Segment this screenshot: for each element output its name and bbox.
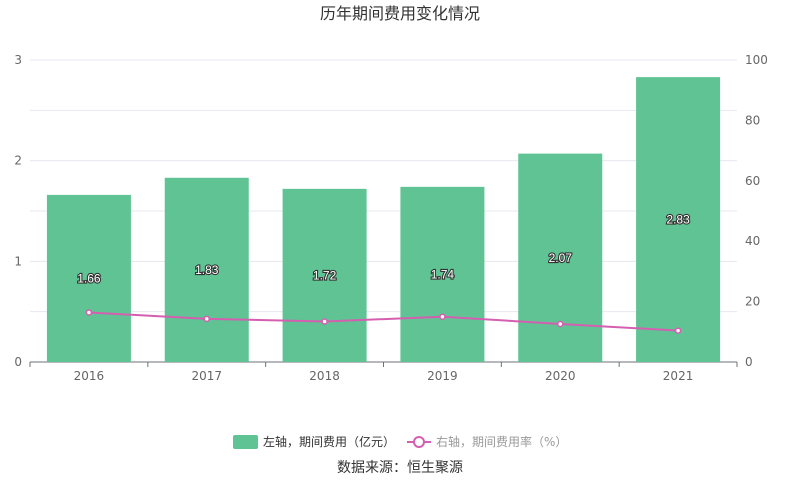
y-left-tick-label: 0 — [14, 355, 22, 369]
x-tick-label: 2016 — [74, 369, 105, 383]
legend: 左轴，期间费用（亿元） 右轴，期间费用率（%） — [233, 434, 567, 449]
legend-marker-rate — [413, 436, 425, 448]
bar — [636, 77, 721, 362]
y-right-tick-label: 100 — [745, 53, 768, 67]
x-tick-label: 2021 — [663, 369, 694, 383]
bar — [282, 188, 367, 362]
rate-point — [321, 318, 328, 325]
bar-value-label: 2.83 — [666, 213, 690, 227]
rate-point — [439, 313, 446, 320]
source-note: 数据来源：恒生聚源 — [337, 460, 463, 476]
y-left-tick-label: 3 — [14, 53, 22, 67]
axes: 0 1 2 3 0 20 40 60 80 100 2016 2017 2018 2019 2020 2021 — [14, 53, 768, 383]
rate-point — [203, 315, 210, 323]
y-right-tick-label: 40 — [745, 234, 760, 248]
bar-value-label: 1.72 — [313, 268, 337, 282]
chart-title: 历年期间费用变化情况 — [320, 4, 480, 23]
y-left-tick-label: 1 — [14, 254, 22, 268]
y-right-tick-label: 60 — [745, 174, 760, 188]
x-tick-label: 2020 — [545, 369, 576, 383]
bar-value-label: 1.74 — [431, 267, 455, 281]
rate-point — [557, 320, 564, 328]
x-tick-label: 2018 — [309, 369, 340, 383]
bar-value-label: 2.07 — [549, 251, 573, 265]
y-right-tick-label: 0 — [745, 355, 753, 369]
bar — [164, 177, 249, 362]
bar — [46, 194, 131, 362]
legend-label-rate: 右轴，期间费用率（%） — [436, 434, 567, 449]
rate-point — [674, 327, 682, 334]
line-series — [85, 309, 682, 334]
bar — [518, 153, 603, 362]
x-tick-label: 2019 — [427, 369, 458, 383]
y-left-tick-label: 2 — [14, 154, 22, 168]
grid — [30, 59, 737, 313]
bar-series — [46, 77, 721, 362]
bar-value-label: 1.66 — [77, 271, 101, 285]
legend-label-expense: 左轴，期间费用（亿元） — [263, 434, 395, 449]
bar — [400, 186, 485, 362]
x-tick-label: 2017 — [191, 369, 222, 383]
rate-point — [85, 309, 93, 316]
y-right-tick-label: 20 — [745, 295, 760, 309]
data-labels: 1.66 1.83 1.72 1.74 2.07 2.83 — [76, 211, 691, 286]
y-right-tick-label: 80 — [745, 113, 760, 127]
rate-line — [88, 311, 679, 332]
legend-swatch-expense — [233, 435, 258, 449]
bar-value-label: 1.83 — [195, 263, 219, 277]
